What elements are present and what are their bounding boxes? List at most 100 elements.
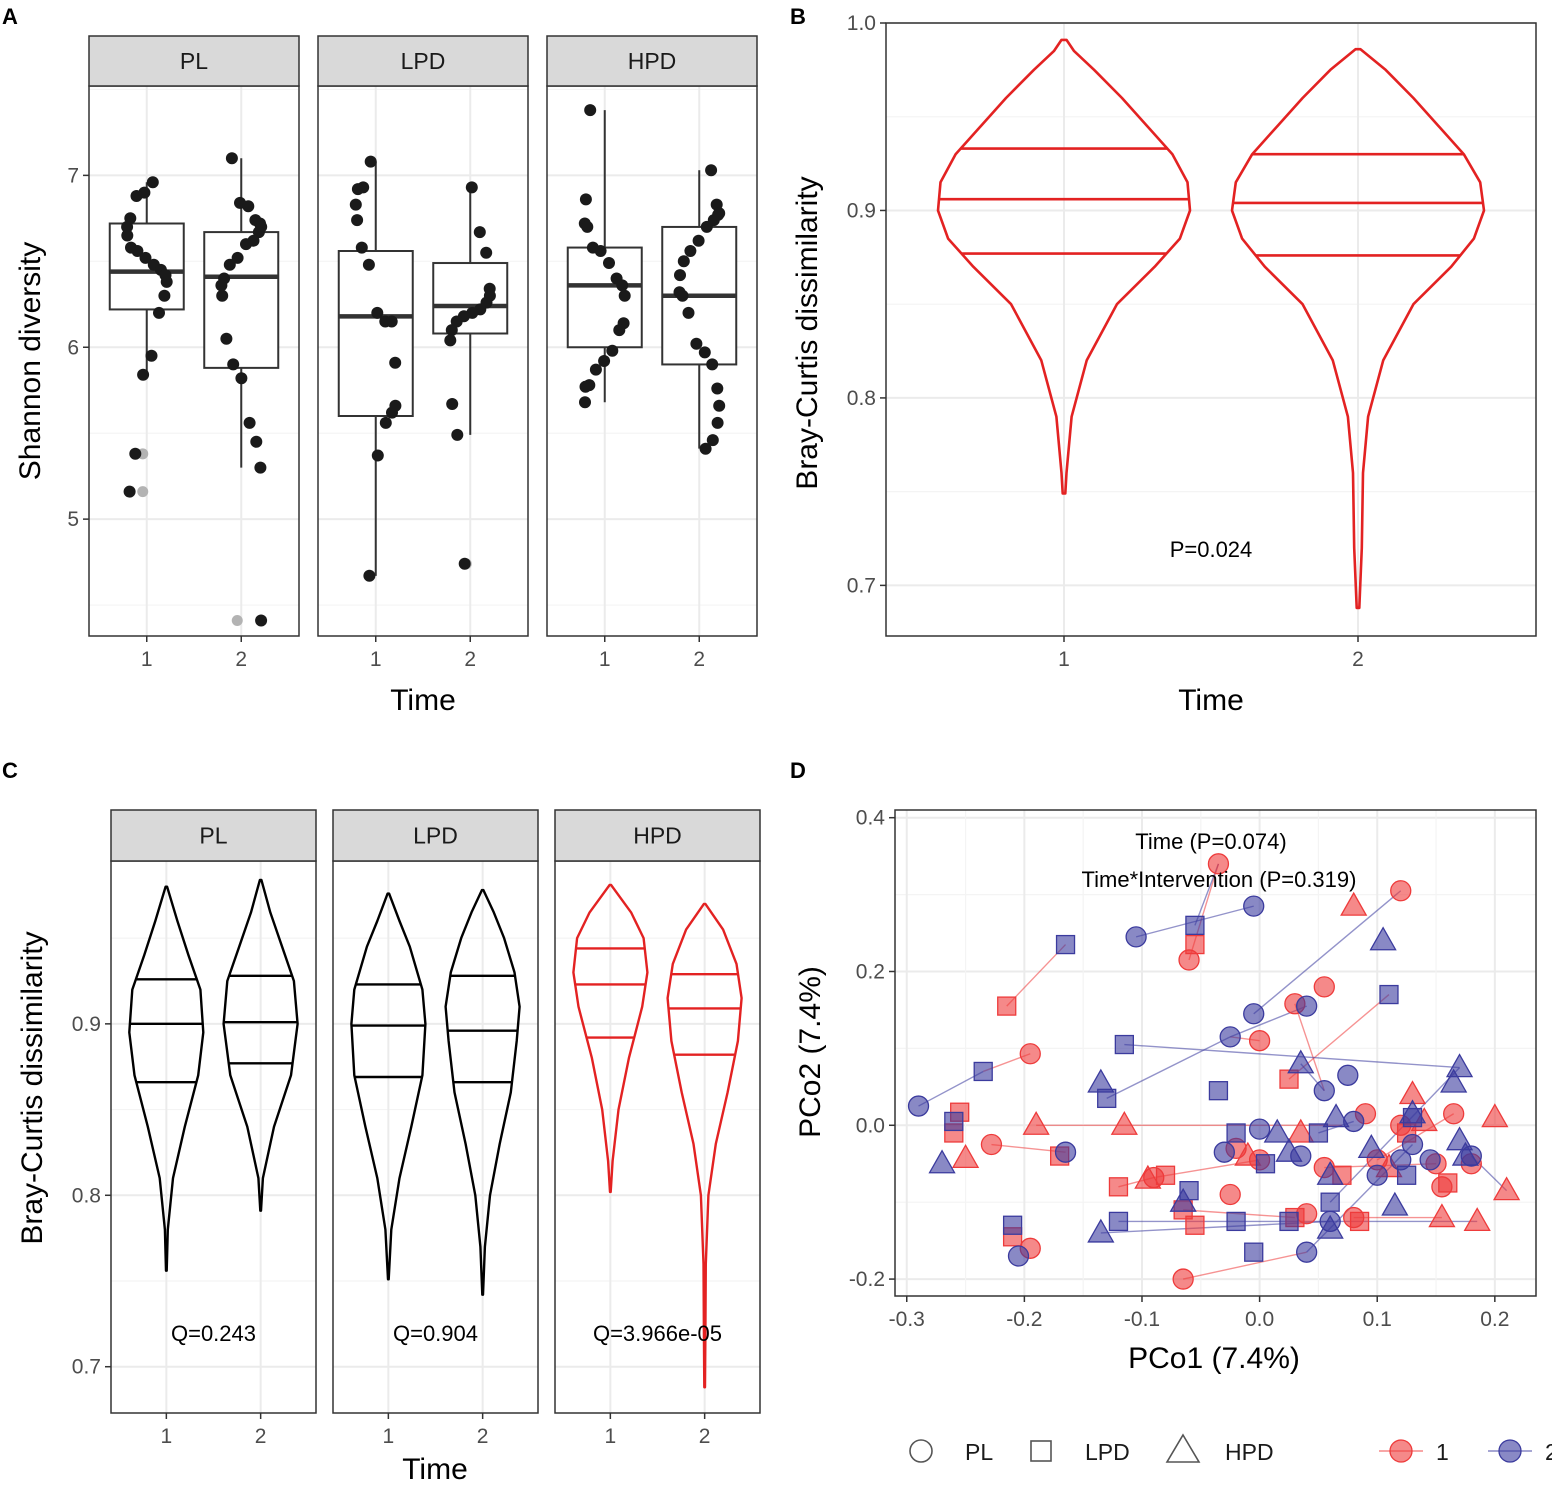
panel-d-point-time2-square <box>1114 1034 1134 1055</box>
panel-a-facet-pl-data-point <box>129 447 142 460</box>
panel-a-facet-hpd-data-point <box>713 399 726 412</box>
panel-b-y-tick-label: 0.9 <box>847 199 876 222</box>
panel-a-facet-hpd-data-point <box>684 245 697 257</box>
panel-a-facet-lpd-data-point <box>451 428 464 441</box>
panel-b-y-tick-label: 0.7 <box>847 574 876 597</box>
panel-d-point-time2-square <box>1279 1211 1299 1232</box>
panel-b-x-axis-title: Time <box>1178 684 1244 717</box>
panel-d-legend-key-hpd-label: HPD <box>1225 1439 1274 1465</box>
panel-a-y-axis-title: Shannon diversity <box>14 242 47 480</box>
panel-a-facet-pl-data-point <box>160 275 173 288</box>
panel-c-facet-pl-strip-label: PL <box>199 823 227 849</box>
panel-a-facet-hpd-data-point <box>581 220 594 233</box>
panel-d-point-time2-square <box>1108 1211 1129 1232</box>
panel-a-facet-lpd-data-point <box>379 416 392 429</box>
panel-a-facet-pl-data-point <box>250 435 263 448</box>
panel-a-facet-pl-data-point <box>215 279 228 292</box>
panel-a-facet-hpd-data-point <box>706 434 719 447</box>
panel-d-point-time2-circle <box>1337 1064 1359 1086</box>
panel-d-point-time2-circle <box>1054 1141 1077 1163</box>
panel-a-facet-hpd-data-point <box>699 442 712 455</box>
panel-a-facet-lpd-data-point <box>351 214 364 227</box>
panel-d-point-time2-circle <box>1419 1149 1441 1171</box>
panel-a-facet-hpd-data-point <box>711 382 724 395</box>
panel-a-x-axis-title: Time <box>390 684 456 717</box>
panel-d-point-time1-circle <box>1019 1043 1041 1065</box>
panel-a-facet-lpd-strip <box>317 35 529 87</box>
panel-a-facet-hpd-data-point <box>676 289 689 302</box>
panel-c-facet-lpd-violin <box>350 892 427 1281</box>
panel-d-point-time1-circle <box>1296 1203 1318 1225</box>
panel-a-facet-lpd-data-point <box>480 246 493 259</box>
panel-d-legend-key-time1 <box>1389 1439 1413 1463</box>
panel-a-facet-lpd-data-point <box>362 258 375 271</box>
panel-a-facet-pl-data-point <box>158 289 171 302</box>
panel-b-violin <box>936 38 1192 495</box>
panel-d-plot: Time (P=0.074) Time*Intervention (P=0.319… <box>794 807 1552 1465</box>
panel-a-facet-hpd-x-tick-label: 2 <box>693 648 705 671</box>
panel-d-point-time2-square <box>1226 1211 1246 1232</box>
panel-a-facet-hpd-data-point <box>705 164 718 177</box>
panel-a-facet-pl-data-point <box>223 258 236 271</box>
panel-d-point-time2-circle <box>1007 1245 1030 1267</box>
panel-d-point-time1-triangle <box>1134 1164 1162 1189</box>
panel-a-facet-pl-data-point <box>121 220 134 233</box>
panel-a-facet-hpd-data-point <box>579 380 592 393</box>
panel-c-y-tick-label: 0.9 <box>72 1013 101 1036</box>
panel-d-point-time2-square <box>1255 1154 1276 1174</box>
panel-a-facet-pl-strip <box>88 35 300 87</box>
panel-d-point-time1-square <box>997 996 1017 1016</box>
panel-d-pair-line <box>1194 863 1220 926</box>
panel-d-legend-key-pl-label: PL <box>965 1439 993 1465</box>
panel-a-facet-pl-strip-label: PL <box>180 48 208 74</box>
panel-letter-c: C <box>2 758 18 783</box>
panel-d-pair-line <box>1329 1067 1461 1203</box>
panel-d-legend-key-time2-label: 2 <box>1545 1439 1552 1465</box>
panel-a-facet-hpd-data-point <box>613 324 626 337</box>
panel-a-facet-lpd-data-point <box>389 356 402 369</box>
panel-d-point-time1-square <box>1438 1173 1458 1193</box>
panel-a-facet-lpd-x-tick-label: 2 <box>464 648 476 671</box>
panel-d-point-time2-square <box>1379 984 1399 1005</box>
panel-d-point-time2-square <box>1208 1081 1229 1101</box>
panel-c-facet-lpd-q-value: Q=0.904 <box>393 1321 478 1346</box>
panel-d-pair-line <box>1253 890 1402 1015</box>
panel-b-border <box>885 22 1537 637</box>
panel-d-point-time1-circle <box>1248 1030 1271 1052</box>
panel-a-facet-hpd-data-point <box>594 245 607 257</box>
panel-d-point-time2-triangle <box>1440 1068 1468 1093</box>
panel-c-facet-lpd-x-tick-label: 1 <box>383 1425 395 1448</box>
panel-a-facet-pl-data-point <box>131 245 144 257</box>
panel-c-facet-lpd-x-tick-label: 2 <box>477 1425 489 1448</box>
panel-a-y-tick-label: 7 <box>67 164 79 187</box>
panel-c-facet-pl-x-tick-label: 1 <box>161 1425 173 1448</box>
panel-a-facet-lpd-data-point <box>465 181 478 194</box>
panel-d-point-time2-circle <box>1125 926 1147 948</box>
panel-a-facet-pl-data-point <box>254 461 267 474</box>
panel-a-facet-hpd-data-point <box>616 279 629 292</box>
panel-a-facet-pl-data-point <box>252 226 265 239</box>
panel-d-point-time2-circle <box>1313 1080 1335 1102</box>
panel-d-y-tick-label: 0.4 <box>856 807 886 830</box>
panel-a-facet-pl-data-point <box>242 200 255 213</box>
panel-d-point-time1-circle <box>1219 1183 1241 1206</box>
panel-a-facet-lpd-data-point <box>458 557 471 570</box>
panel-d-point-time2-square <box>1308 1123 1329 1143</box>
panel-d-point-time2-circle <box>1243 895 1265 917</box>
panel-d-point-time2-circle <box>1366 1164 1388 1186</box>
panel-a-facet-hpd-data-point <box>700 220 713 233</box>
panel-d-pair-line <box>1106 1036 1231 1099</box>
panel-d-point-time1-triangle <box>1110 1110 1138 1135</box>
panel-a-facet-pl-data-point <box>243 416 256 429</box>
panel-d-point-time1-square <box>1279 1069 1299 1089</box>
panel-d-y-tick-label: 0.2 <box>856 960 885 983</box>
panel-d-legend-key-time1-label: 1 <box>1436 1439 1449 1465</box>
panel-d-point-time1-circle <box>1172 1268 1194 1290</box>
panel-b-p-value: P=0.024 <box>1170 537 1253 562</box>
panel-d-point-time1-square <box>1185 1215 1205 1235</box>
panel-d-pair-line <box>1124 1043 1460 1069</box>
panel-c-y-axis-title: Bray-Curtis dissimilarity <box>16 931 49 1244</box>
panel-a-facet-lpd-data-point <box>364 155 377 168</box>
panel-a-facet-pl-data-point <box>240 238 252 251</box>
panel-d-point-time2-circle <box>1343 1110 1365 1133</box>
